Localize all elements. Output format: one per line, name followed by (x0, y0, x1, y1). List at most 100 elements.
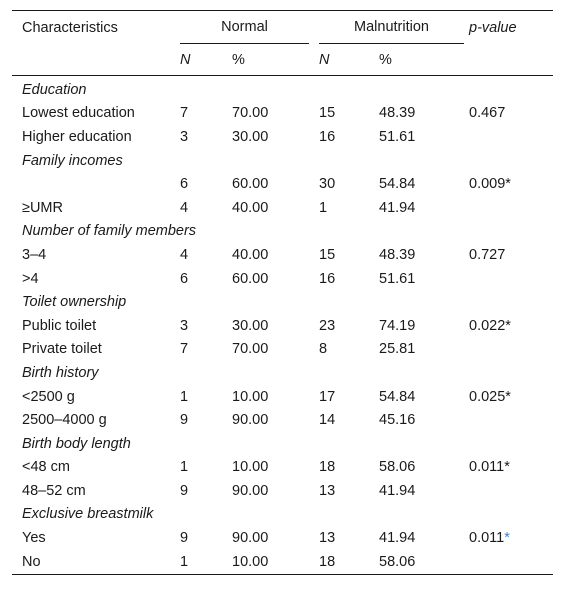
table-row: Higher education 3 30.00 16 51.61 (12, 125, 553, 149)
malnutrition-pct-cell: 25.81 (379, 338, 464, 362)
row-label: >4 (12, 267, 180, 291)
p-value-cell-text: 0.022* (469, 317, 511, 334)
header-p-blank (464, 44, 553, 76)
row-label: Higher education (12, 125, 180, 149)
normal-n-cell: 6 (180, 172, 232, 196)
malnutrition-pct-cell: 54.84 (379, 172, 464, 196)
table-row: <2500 g 1 10.00 17 54.84 0.025* (12, 385, 553, 409)
header-normal-label: Normal (180, 11, 309, 44)
malnutrition-pct-cell: 74.19 (379, 314, 464, 338)
malnutrition-pct-cell: 54.84 (379, 385, 464, 409)
normal-n-cell: 7 (180, 102, 232, 126)
malnutrition-n-cell: 8 (319, 338, 379, 362)
table-body: Education Lowest education 7 70.00 15 48.39 0.… (12, 76, 553, 575)
normal-n-cell: 3 (180, 125, 232, 149)
malnutrition-pct-cell: 41.94 (379, 196, 464, 220)
row-label-text: Higher education (22, 128, 132, 145)
row-label: <2500 g (12, 385, 180, 409)
table-row: ≥UMR 4 40.00 1 41.94 (12, 196, 553, 220)
row-label-text: 48–52 cm (22, 482, 86, 499)
header-row-sub: N % N % (12, 44, 553, 76)
normal-pct-cell: 10.00 (232, 385, 319, 409)
normal-n-cell: 1 (180, 549, 232, 575)
malnutrition-n-cell-text: 13 (319, 530, 336, 547)
malnutrition-n-cell: 18 (319, 549, 379, 575)
normal-pct-cell: 60.00 (232, 172, 319, 196)
p-value-cell-text: 0.009* (469, 176, 511, 193)
p-value-cell: 0.025* (464, 385, 553, 409)
normal-pct-cell-text: 30.00 (232, 128, 269, 145)
section-label: Toilet ownership (22, 294, 127, 311)
malnutrition-n-cell-text: 18 (319, 459, 336, 476)
malnutrition-n-cell: 17 (319, 385, 379, 409)
malnutrition-n-cell: 15 (319, 102, 379, 126)
header-malnutrition: Malnutrition (319, 10, 464, 44)
header-row-top: Characteristics Normal Malnutrition p-va… (12, 10, 553, 44)
normal-pct-cell-text: 70.00 (232, 341, 269, 358)
malnutrition-n-cell-text: 15 (319, 105, 336, 122)
section-label: Education (22, 81, 87, 98)
normal-pct-cell: 40.00 (232, 243, 319, 267)
p-value-cell (464, 196, 553, 220)
table-row: Lowest education 7 70.00 15 48.39 0.467 (12, 102, 553, 126)
table-row: 3–4 4 40.00 15 48.39 0.727 (12, 243, 553, 267)
normal-pct-cell: 60.00 (232, 267, 319, 291)
malnutrition-pct-cell-text: 25.81 (379, 341, 416, 358)
normal-pct-cell: 90.00 (232, 479, 319, 503)
malnutrition-pct-cell: 48.39 (379, 243, 464, 267)
table-row: 48–52 cm 9 90.00 13 41.94 (12, 479, 553, 503)
section-label: Birth history (22, 364, 99, 381)
normal-n-cell: 9 (180, 479, 232, 503)
normal-pct-cell-text: 60.00 (232, 176, 269, 193)
normal-n-cell-text: 7 (180, 105, 189, 122)
row-label-text: 3–4 (22, 246, 47, 263)
malnutrition-pct-cell-text: 41.94 (379, 482, 416, 499)
normal-pct-cell-text: 90.00 (232, 412, 269, 429)
malnutrition-pct-cell-text: 58.06 (379, 459, 416, 476)
p-value-cell (464, 267, 553, 291)
p-value-cell-text: 0.011 (469, 530, 505, 547)
malnutrition-n-cell-text: 16 (319, 128, 336, 145)
table-row: Private toilet 7 70.00 8 25.81 (12, 338, 553, 362)
table-row: <48 cm 1 10.00 18 58.06 0.011* (12, 456, 553, 480)
malnutrition-pct-cell-text: 51.61 (379, 270, 416, 287)
malnutrition-n-cell-text: 8 (319, 341, 328, 358)
normal-n-cell: 4 (180, 243, 232, 267)
table-row: Yes 9 90.00 13 41.94 0.011* (12, 526, 553, 550)
normal-n-cell-text: 1 (180, 459, 189, 476)
table-row: 6 60.00 30 54.84 0.009* (12, 172, 553, 196)
table-row: 2500–4000 g 9 90.00 14 45.16 (12, 408, 553, 432)
malnutrition-n-cell-text: 14 (319, 412, 336, 429)
header-normal-n: N (180, 44, 232, 76)
p-value-cell: 0.009* (464, 172, 553, 196)
malnutrition-pct-cell-text: 41.94 (379, 530, 416, 547)
normal-n-cell-text: 6 (180, 270, 189, 287)
p-value-cell (464, 408, 553, 432)
row-label: Private toilet (12, 338, 180, 362)
p-value-cell-text: 0.025* (469, 388, 511, 405)
malnutrition-n-cell: 16 (319, 125, 379, 149)
normal-n-cell: 7 (180, 338, 232, 362)
row-label-text: >4 (22, 270, 39, 287)
malnutrition-pct-cell-text: 58.06 (379, 553, 416, 570)
p-value-cell: 0.727 (464, 243, 553, 267)
normal-pct-cell-text: 40.00 (232, 246, 269, 263)
normal-pct-cell-text: 60.00 (232, 270, 269, 287)
p-value-cell: 0.467 (464, 102, 553, 126)
normal-n-cell: 9 (180, 408, 232, 432)
p-value-cell: 0.022* (464, 314, 553, 338)
section-label: Number of family members (22, 223, 197, 240)
normal-n-cell-text: 3 (180, 128, 189, 145)
header-malnutrition-n: N (319, 44, 379, 76)
normal-pct-cell-text: 10.00 (232, 459, 269, 476)
malnutrition-n-cell: 30 (319, 172, 379, 196)
header-malnutrition-pct: % (379, 44, 464, 76)
normal-n-cell: 6 (180, 267, 232, 291)
normal-n-cell-text: 1 (180, 553, 189, 570)
row-label-text: Yes (22, 530, 46, 547)
normal-pct-cell: 10.00 (232, 456, 319, 480)
row-label-text: Private toilet (22, 341, 102, 358)
section-row: Exclusive breastmilk (12, 503, 553, 527)
malnutrition-n-cell-text: 17 (319, 388, 336, 405)
malnutrition-pct-cell: 58.06 (379, 456, 464, 480)
